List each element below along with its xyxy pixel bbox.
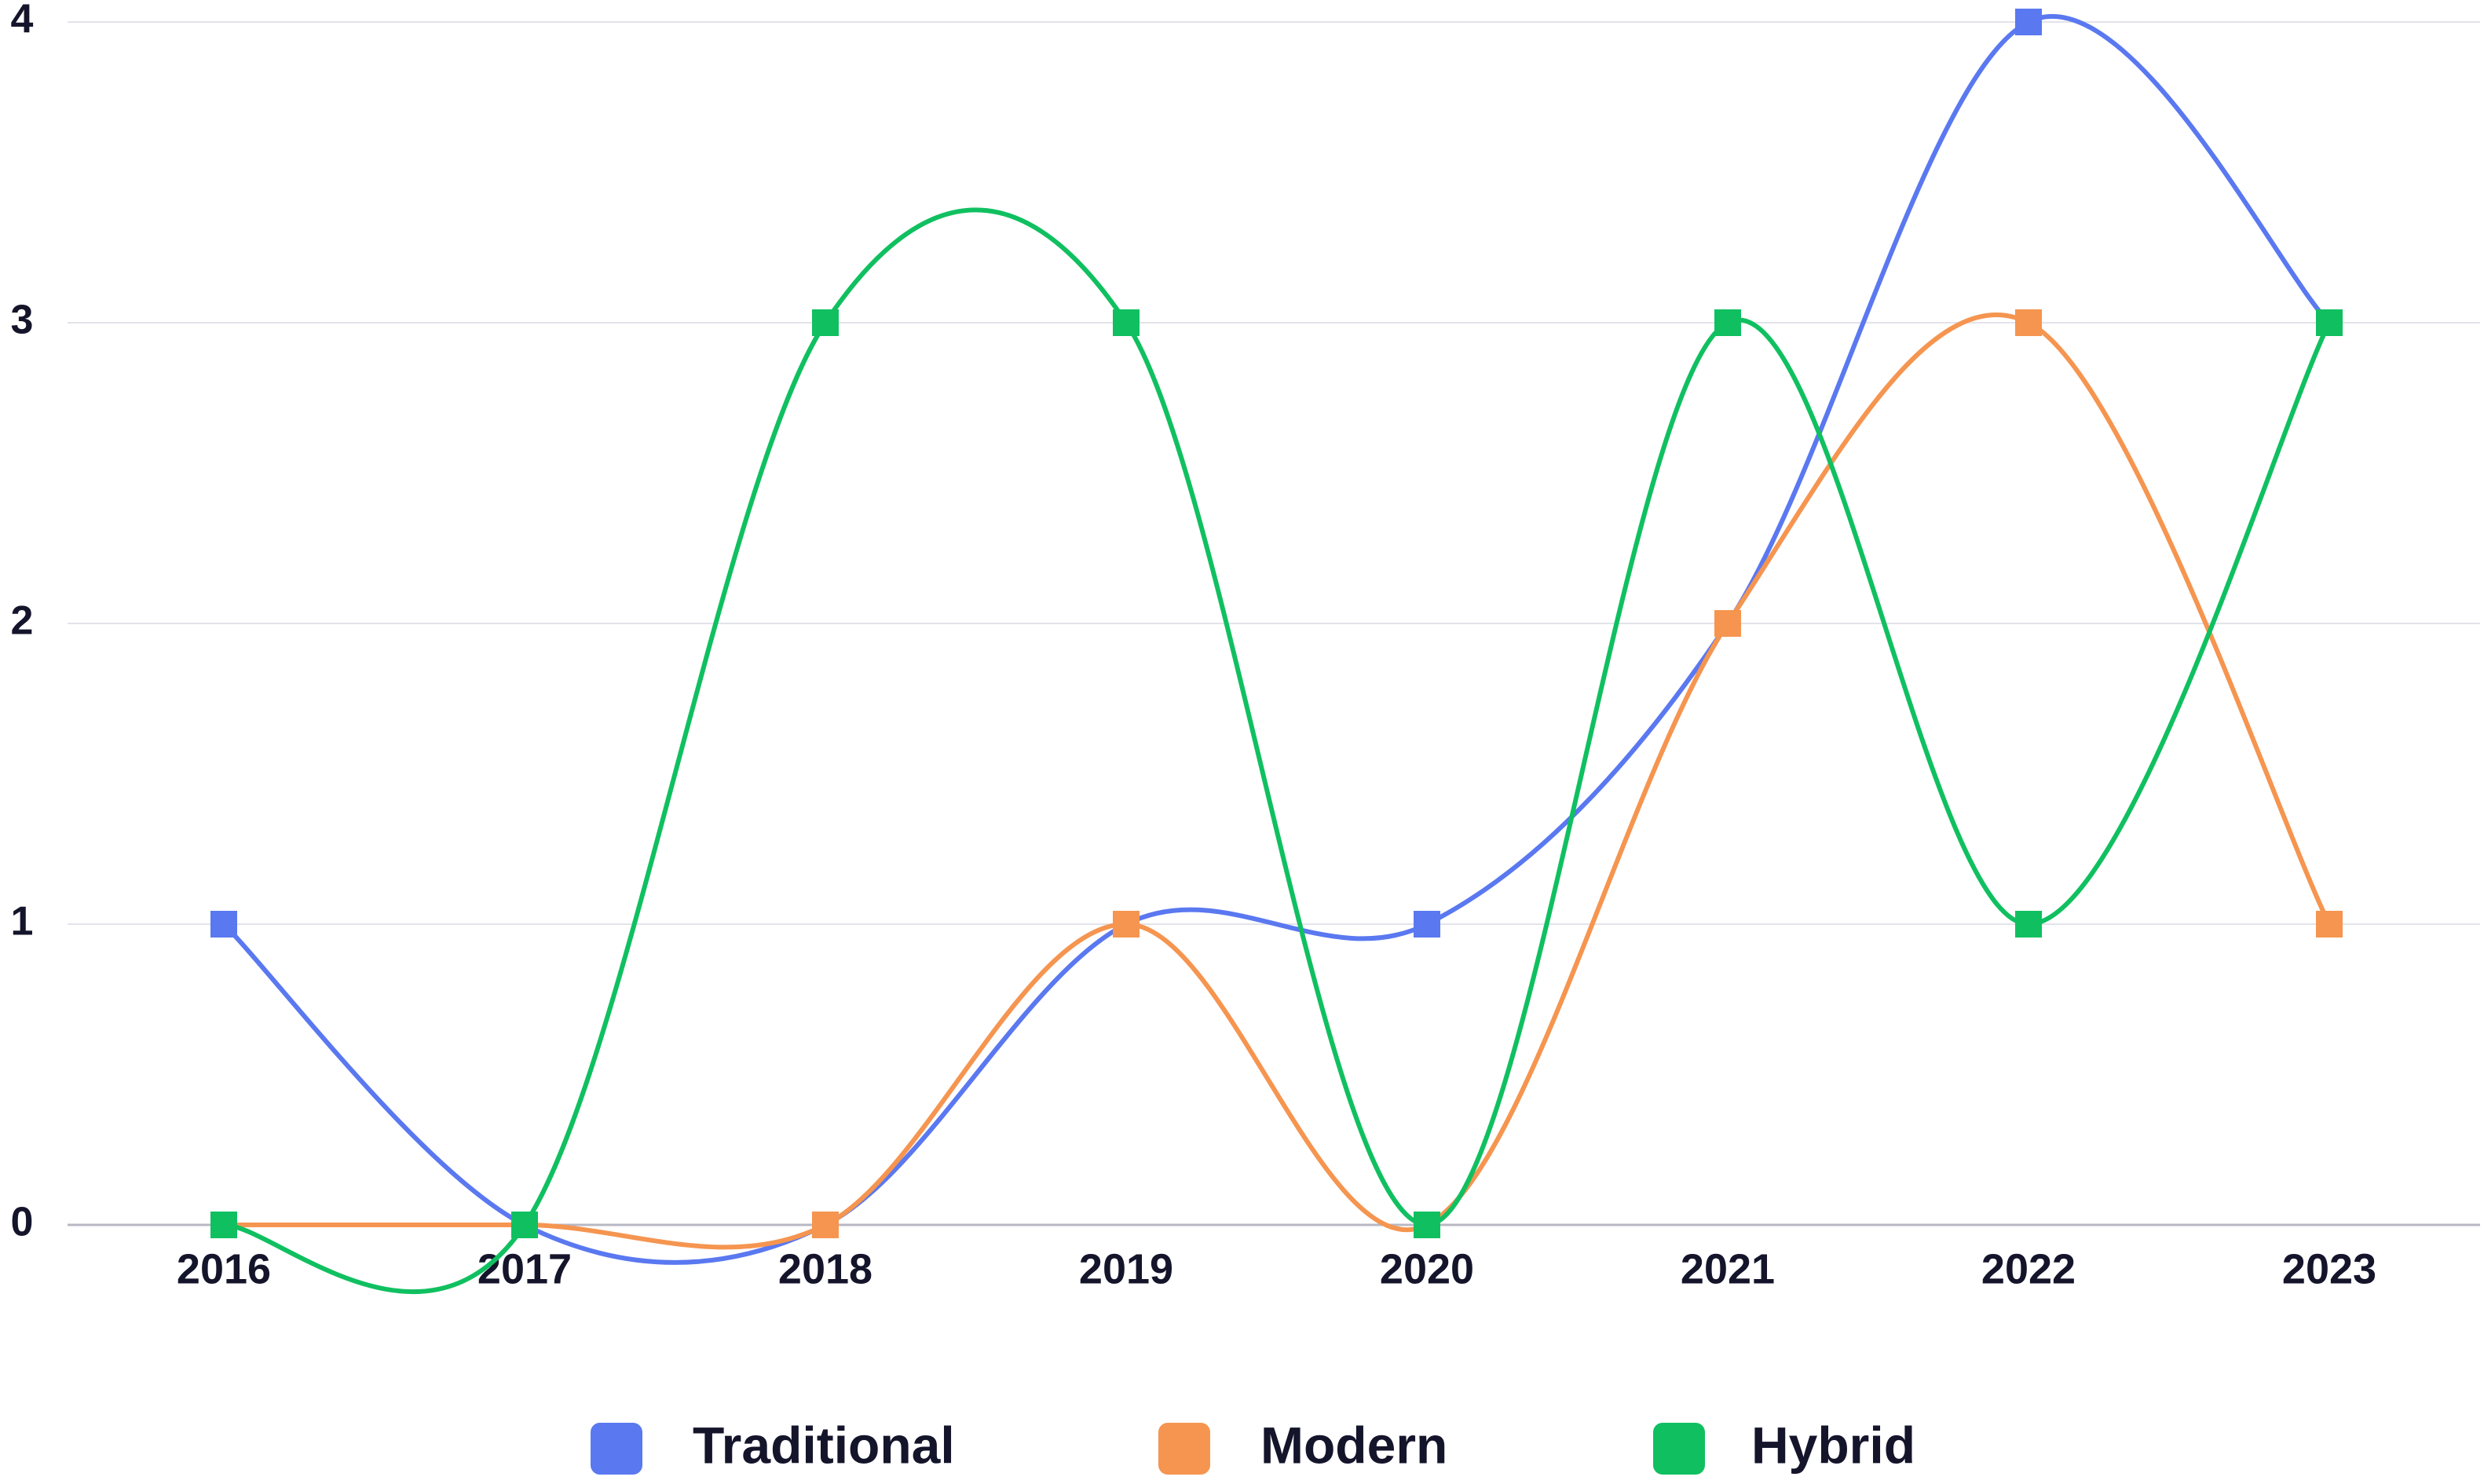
x-tick-label: 2019 [1079,1245,1173,1292]
y-tick-label: 3 [11,298,34,343]
data-point-traditional-2020[interactable] [1414,911,1440,938]
y-tick-label: 1 [11,899,34,945]
data-point-hybrid-2023[interactable] [2316,309,2343,336]
data-point-modern-2021[interactable] [1714,610,1741,637]
legend: Traditional Modern Hybrid [591,1416,1915,1475]
data-point-hybrid-2022[interactable] [2015,911,2042,938]
x-axis: 2016 2017 2018 2019 2020 2021 2022 2023 [177,1245,2376,1292]
legend-swatch [1653,1423,1705,1475]
data-point-traditional-2016[interactable] [210,911,237,938]
y-tick-label: 2 [11,598,34,644]
legend-item-hybrid[interactable]: Hybrid [1653,1416,1915,1475]
legend-item-modern[interactable]: Modern [1158,1416,1447,1475]
legend-swatch [591,1423,642,1475]
grid-lines [68,21,2480,1226]
data-point-traditional-2022[interactable] [2015,9,2042,35]
series-line-hybrid [221,207,2332,1295]
data-point-hybrid-2018[interactable] [812,309,839,336]
x-tick-label: 2020 [1380,1245,1474,1292]
y-axis: 0 1 2 3 4 [11,0,34,1245]
series-hybrid [210,207,2343,1295]
data-point-hybrid-2021[interactable] [1714,309,1741,336]
legend-label: Traditional [693,1416,955,1474]
data-point-hybrid-2016[interactable] [210,1212,237,1238]
series-line-traditional [221,13,2332,1265]
data-point-hybrid-2017[interactable] [511,1212,538,1238]
series-modern [210,309,2343,1250]
legend-label: Hybrid [1751,1416,1915,1474]
x-tick-label: 2018 [778,1245,873,1292]
x-tick-label: 2017 [477,1245,572,1292]
data-point-hybrid-2020[interactable] [1414,1212,1440,1238]
legend-item-traditional[interactable]: Traditional [591,1416,955,1475]
x-tick-label: 2022 [1981,1245,2076,1292]
x-tick-label: 2021 [1681,1245,1775,1292]
y-tick-label: 0 [11,1200,34,1245]
data-point-modern-2023[interactable] [2316,911,2343,938]
x-tick-label: 2023 [2282,1245,2376,1292]
data-point-modern-2019[interactable] [1113,911,1140,938]
series-line-modern [221,313,2332,1250]
x-tick-label: 2016 [177,1245,271,1292]
series-traditional [210,9,2343,1265]
series-group [210,9,2343,1295]
data-point-modern-2018[interactable] [812,1212,839,1238]
data-point-hybrid-2019[interactable] [1113,309,1140,336]
legend-swatch [1158,1423,1210,1475]
data-point-modern-2022[interactable] [2015,309,2042,336]
legend-label: Modern [1260,1416,1447,1474]
y-tick-label: 4 [11,0,34,42]
